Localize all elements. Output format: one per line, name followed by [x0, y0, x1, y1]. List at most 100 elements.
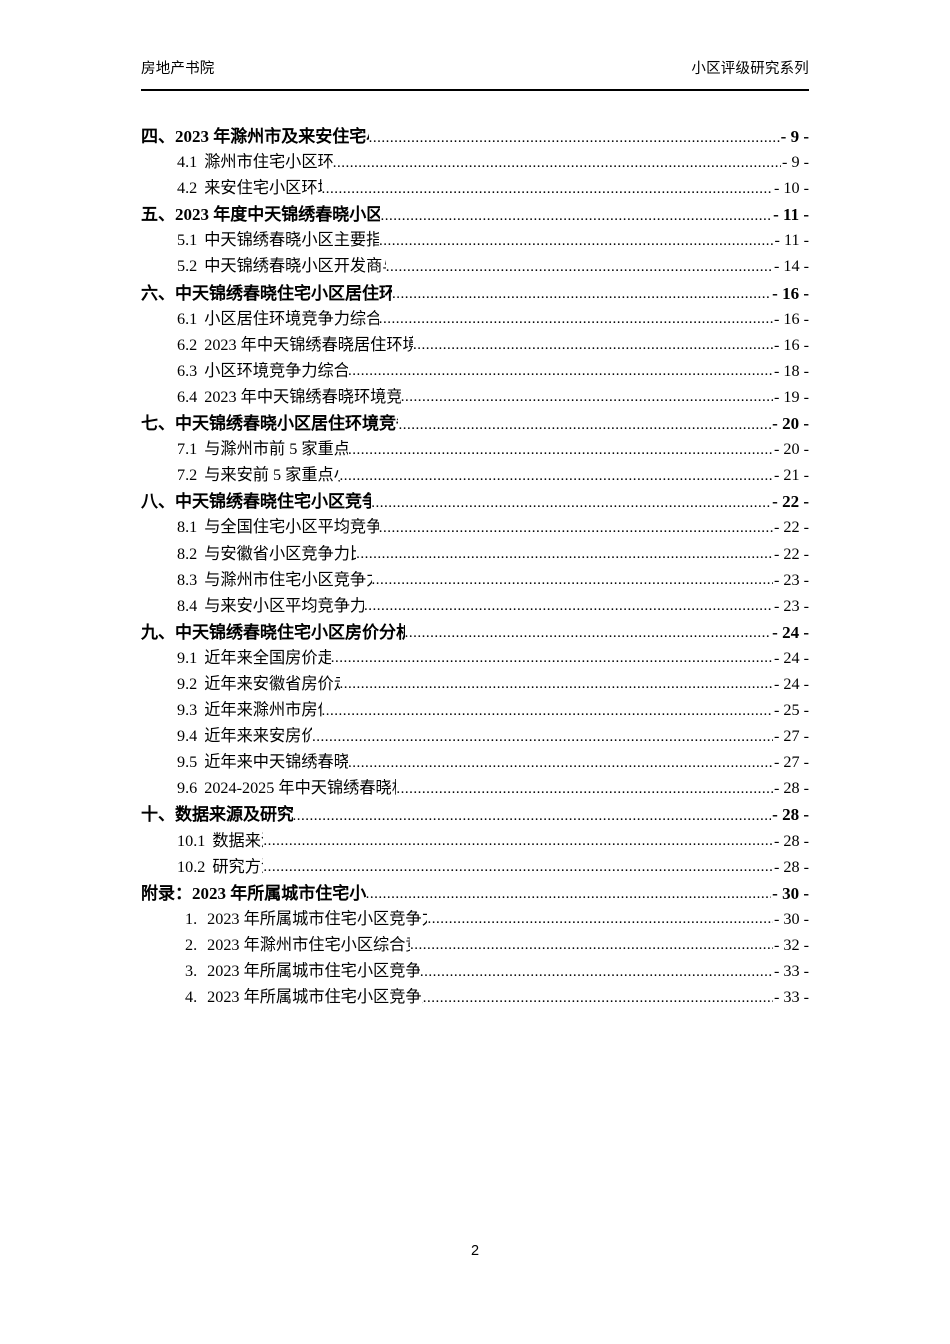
toc-dot-leader: ........................................… [292, 807, 772, 824]
toc-dot-leader: ........................................… [419, 963, 773, 980]
toc-entry-text: 与安徽省小区竞争力比较优劣势 [204, 544, 356, 563]
header-divider [141, 89, 809, 91]
toc-entry[interactable]: 9.3 近年来滁州市房价分析...........................… [141, 696, 809, 722]
toc-entry-number: 9.2 [177, 674, 198, 693]
toc-entry[interactable]: 四、2023 年滁州市及来安住宅小区环境分析..................… [141, 122, 809, 148]
toc-entry-text: 小区居住环境竞争力综合评级评分方法 [204, 309, 379, 328]
toc-dot-leader: ........................................… [339, 676, 773, 693]
toc-dot-leader: ........................................… [321, 180, 773, 197]
toc-entry-page: - 30 - [772, 883, 809, 903]
toc-entry[interactable]: 八、中天锦绣春晓住宅小区竞争力优劣势分析....................… [141, 487, 809, 513]
toc-entry-page: - 22 - [773, 518, 809, 537]
toc-entry-title: 9.2 近年来安徽省房价走势分析 [177, 670, 340, 694]
toc-entry[interactable]: 1. 2023 年所属城市住宅小区竞争力综合指标排名百强榜单...........… [141, 905, 809, 931]
toc-dot-leader: ........................................… [368, 129, 780, 146]
toc-entry-page: - 20 - [772, 414, 809, 434]
toc-entry[interactable]: 8.1 与全国住宅小区平均竞争力比较优劣势....................… [141, 513, 809, 539]
toc-entry-title: 4.1 滁州市住宅小区环境概况 [177, 148, 333, 172]
toc-entry-page: - 24 - [773, 674, 809, 693]
toc-entry-number: 8.2 [177, 544, 198, 563]
toc-entry-page: - 30 - [773, 909, 809, 928]
toc-entry[interactable]: 4.1 滁州市住宅小区环境概况..........................… [141, 148, 809, 174]
toc-entry-title: 8.4 与来安小区平均竞争力比较优劣势 [177, 592, 364, 616]
toc-entry-title: 1. 2023 年所属城市住宅小区竞争力综合指标排名百强榜单 [185, 905, 427, 929]
toc-entry[interactable]: 10.1 数据来源................................… [141, 827, 809, 853]
header-publisher: 房地产书院 [141, 61, 215, 77]
toc-entry-number: 9.3 [177, 701, 198, 720]
toc-entry[interactable]: 3. 2023 年所属城市住宅小区竞争力排名 500 强榜单(略)........… [141, 957, 809, 983]
toc-entry-title: 9.5 近年来中天锦绣春晓房价分析 [177, 748, 348, 772]
toc-entry-title: 6.3 小区环境竞争力综合评级标准 [177, 357, 348, 381]
toc-entry-page: - 18 - [773, 361, 809, 380]
toc-entry-number: 9.4 [177, 727, 198, 746]
toc-entry-text: 与来安前 5 家重点小区比较 [204, 466, 339, 485]
toc-entry-number: 3. [185, 962, 198, 980]
toc-entry[interactable]: 2. 2023 年滁州市住宅小区综合竞争力排名百强榜单..............… [141, 931, 809, 957]
toc-entry[interactable]: 十、数据来源及研究方法.............................… [141, 800, 809, 826]
toc-entry-text: 中天锦绣春晓小区居住环境竞争力与重点小区比较 [175, 414, 398, 434]
toc-entry[interactable]: 附录：2023 年所属城市住宅小区百强等榜单..................… [141, 879, 809, 905]
toc-entry-number: 10.1 [177, 831, 206, 850]
toc-entry[interactable]: 10.2 研究方法................................… [141, 853, 809, 879]
toc-entry[interactable]: 9.5 近年来中天锦绣春晓房价分析........................… [141, 748, 809, 774]
toc-dot-leader: ........................................… [263, 859, 773, 876]
toc-entry[interactable]: 8.3 与滁州市住宅小区竞争力比较优劣势.....................… [141, 566, 809, 592]
toc-dot-leader: ........................................… [263, 833, 773, 850]
toc-entry-number: 八、 [141, 492, 175, 512]
toc-entry[interactable]: 五、2023 年度中天锦绣春晓小区环境及比较分析................… [141, 200, 809, 226]
toc-entry[interactable]: 4.2 来安住宅小区环境概况...........................… [141, 174, 809, 200]
toc-dot-leader: ........................................… [400, 389, 773, 406]
toc-entry[interactable]: 九、中天锦绣春晓住宅小区房价分析及趋势研判（可选）...............… [141, 618, 809, 644]
toc-entry[interactable]: 6.3 小区环境竞争力综合评级标准........................… [141, 357, 809, 383]
toc-entry-page: - 14 - [773, 257, 809, 276]
toc-entry[interactable]: 七、中天锦绣春晓小区居住环境竞争力与重点小区比较................… [141, 409, 809, 435]
toc-entry[interactable]: 9.2 近年来安徽省房价走势分析.........................… [141, 670, 809, 696]
toc-entry-title: 6.2 2023 年中天锦绣春晓居住环境竞争力综合评级得分 [177, 331, 413, 355]
toc-dot-leader: ........................................… [380, 207, 772, 224]
table-of-contents: 四、2023 年滁州市及来安住宅小区环境分析..................… [141, 122, 809, 1009]
toc-entry[interactable]: 6.4 2023 年中天锦绣春晓环境竞争力综合评级结果..............… [141, 383, 809, 409]
toc-entry-page: - 22 - [772, 492, 809, 512]
toc-entry-page: - 32 - [773, 935, 809, 954]
toc-dot-leader: ........................................… [347, 754, 773, 771]
toc-entry[interactable]: 8.2 与安徽省小区竞争力比较优劣势.......................… [141, 540, 809, 566]
toc-entry-title: 九、中天锦绣春晓住宅小区房价分析及趋势研判（可选） [141, 618, 405, 643]
toc-entry-text: 研究方法 [212, 857, 263, 876]
toc-entry[interactable]: 5.1 中天锦绣春晓小区主要指标及对比分析....................… [141, 226, 809, 252]
toc-entry-page: - 11 - [773, 205, 809, 225]
toc-entry-number: 8.1 [177, 518, 198, 537]
toc-entry[interactable]: 六、中天锦绣春晓住宅小区居住环境竞争力综合评级.................… [141, 279, 809, 305]
toc-entry-number: 7.2 [177, 466, 198, 485]
toc-entry-text: 近年来安徽省房价走势分析 [204, 674, 339, 693]
toc-entry-title: 8.2 与安徽省小区竞争力比较优劣势 [177, 540, 356, 564]
toc-dot-leader: ........................................… [356, 546, 773, 562]
toc-entry[interactable]: 6.2 2023 年中天锦绣春晓居住环境竞争力综合评级得分............… [141, 331, 809, 357]
toc-entry[interactable]: 9.1 近年来全国房价走势分析..........................… [141, 644, 809, 670]
toc-entry-number: 8.3 [177, 570, 198, 589]
toc-entry-page: - 23 - [773, 596, 809, 615]
toc-entry[interactable]: 9.4 近年来来安房价分析............................… [141, 722, 809, 748]
toc-entry-page: - 16 - [773, 335, 809, 354]
toc-entry[interactable]: 8.4 与来安小区平均竞争力比较优劣势......................… [141, 592, 809, 618]
toc-entry-title: 10.1 数据来源 [177, 827, 263, 851]
toc-entry-number: 7.1 [177, 440, 198, 459]
toc-entry-page: - 16 - [772, 283, 809, 303]
toc-entry[interactable]: 9.6 2024-2025 年中天锦绣春晓相关房价趋势研判............… [141, 774, 809, 800]
toc-entry-page: - 33 - [773, 962, 809, 980]
toc-entry-text: 中天锦绣春晓住宅小区竞争力优劣势分析 [175, 492, 372, 512]
toc-entry[interactable]: 5.2 中天锦绣春晓小区开发商与物业比较分析...................… [141, 252, 809, 278]
toc-entry-number: 9.1 [177, 648, 198, 667]
toc-entry[interactable]: 4. 2023 年所属城市住宅小区竞争力排名 1000 强榜单(略).......… [141, 983, 809, 1009]
toc-entry-number: 6.1 [177, 309, 198, 328]
toc-entry-number: 5.1 [177, 231, 198, 250]
toc-entry-page: - 24 - [772, 622, 809, 642]
toc-dot-leader: ........................................… [385, 258, 773, 275]
toc-entry[interactable]: 7.2 与来安前 5 家重点小区比较.......................… [141, 461, 809, 487]
toc-entry-text: 中天锦绣春晓住宅小区居住环境竞争力综合评级 [175, 283, 392, 303]
toc-entry-page: - 9 - [782, 153, 809, 172]
toc-entry[interactable]: 6.1 小区居住环境竞争力综合评级评分方法....................… [141, 305, 809, 331]
toc-entry[interactable]: 7.1 与滁州市前 5 家重点小区比较......................… [141, 435, 809, 461]
toc-dot-leader: ........................................… [347, 363, 773, 380]
toc-entry-text: 2023 年度中天锦绣春晓小区环境及比较分析 [175, 205, 381, 225]
toc-entry-text: 2024-2025 年中天锦绣春晓相关房价趋势研判 [204, 779, 396, 798]
